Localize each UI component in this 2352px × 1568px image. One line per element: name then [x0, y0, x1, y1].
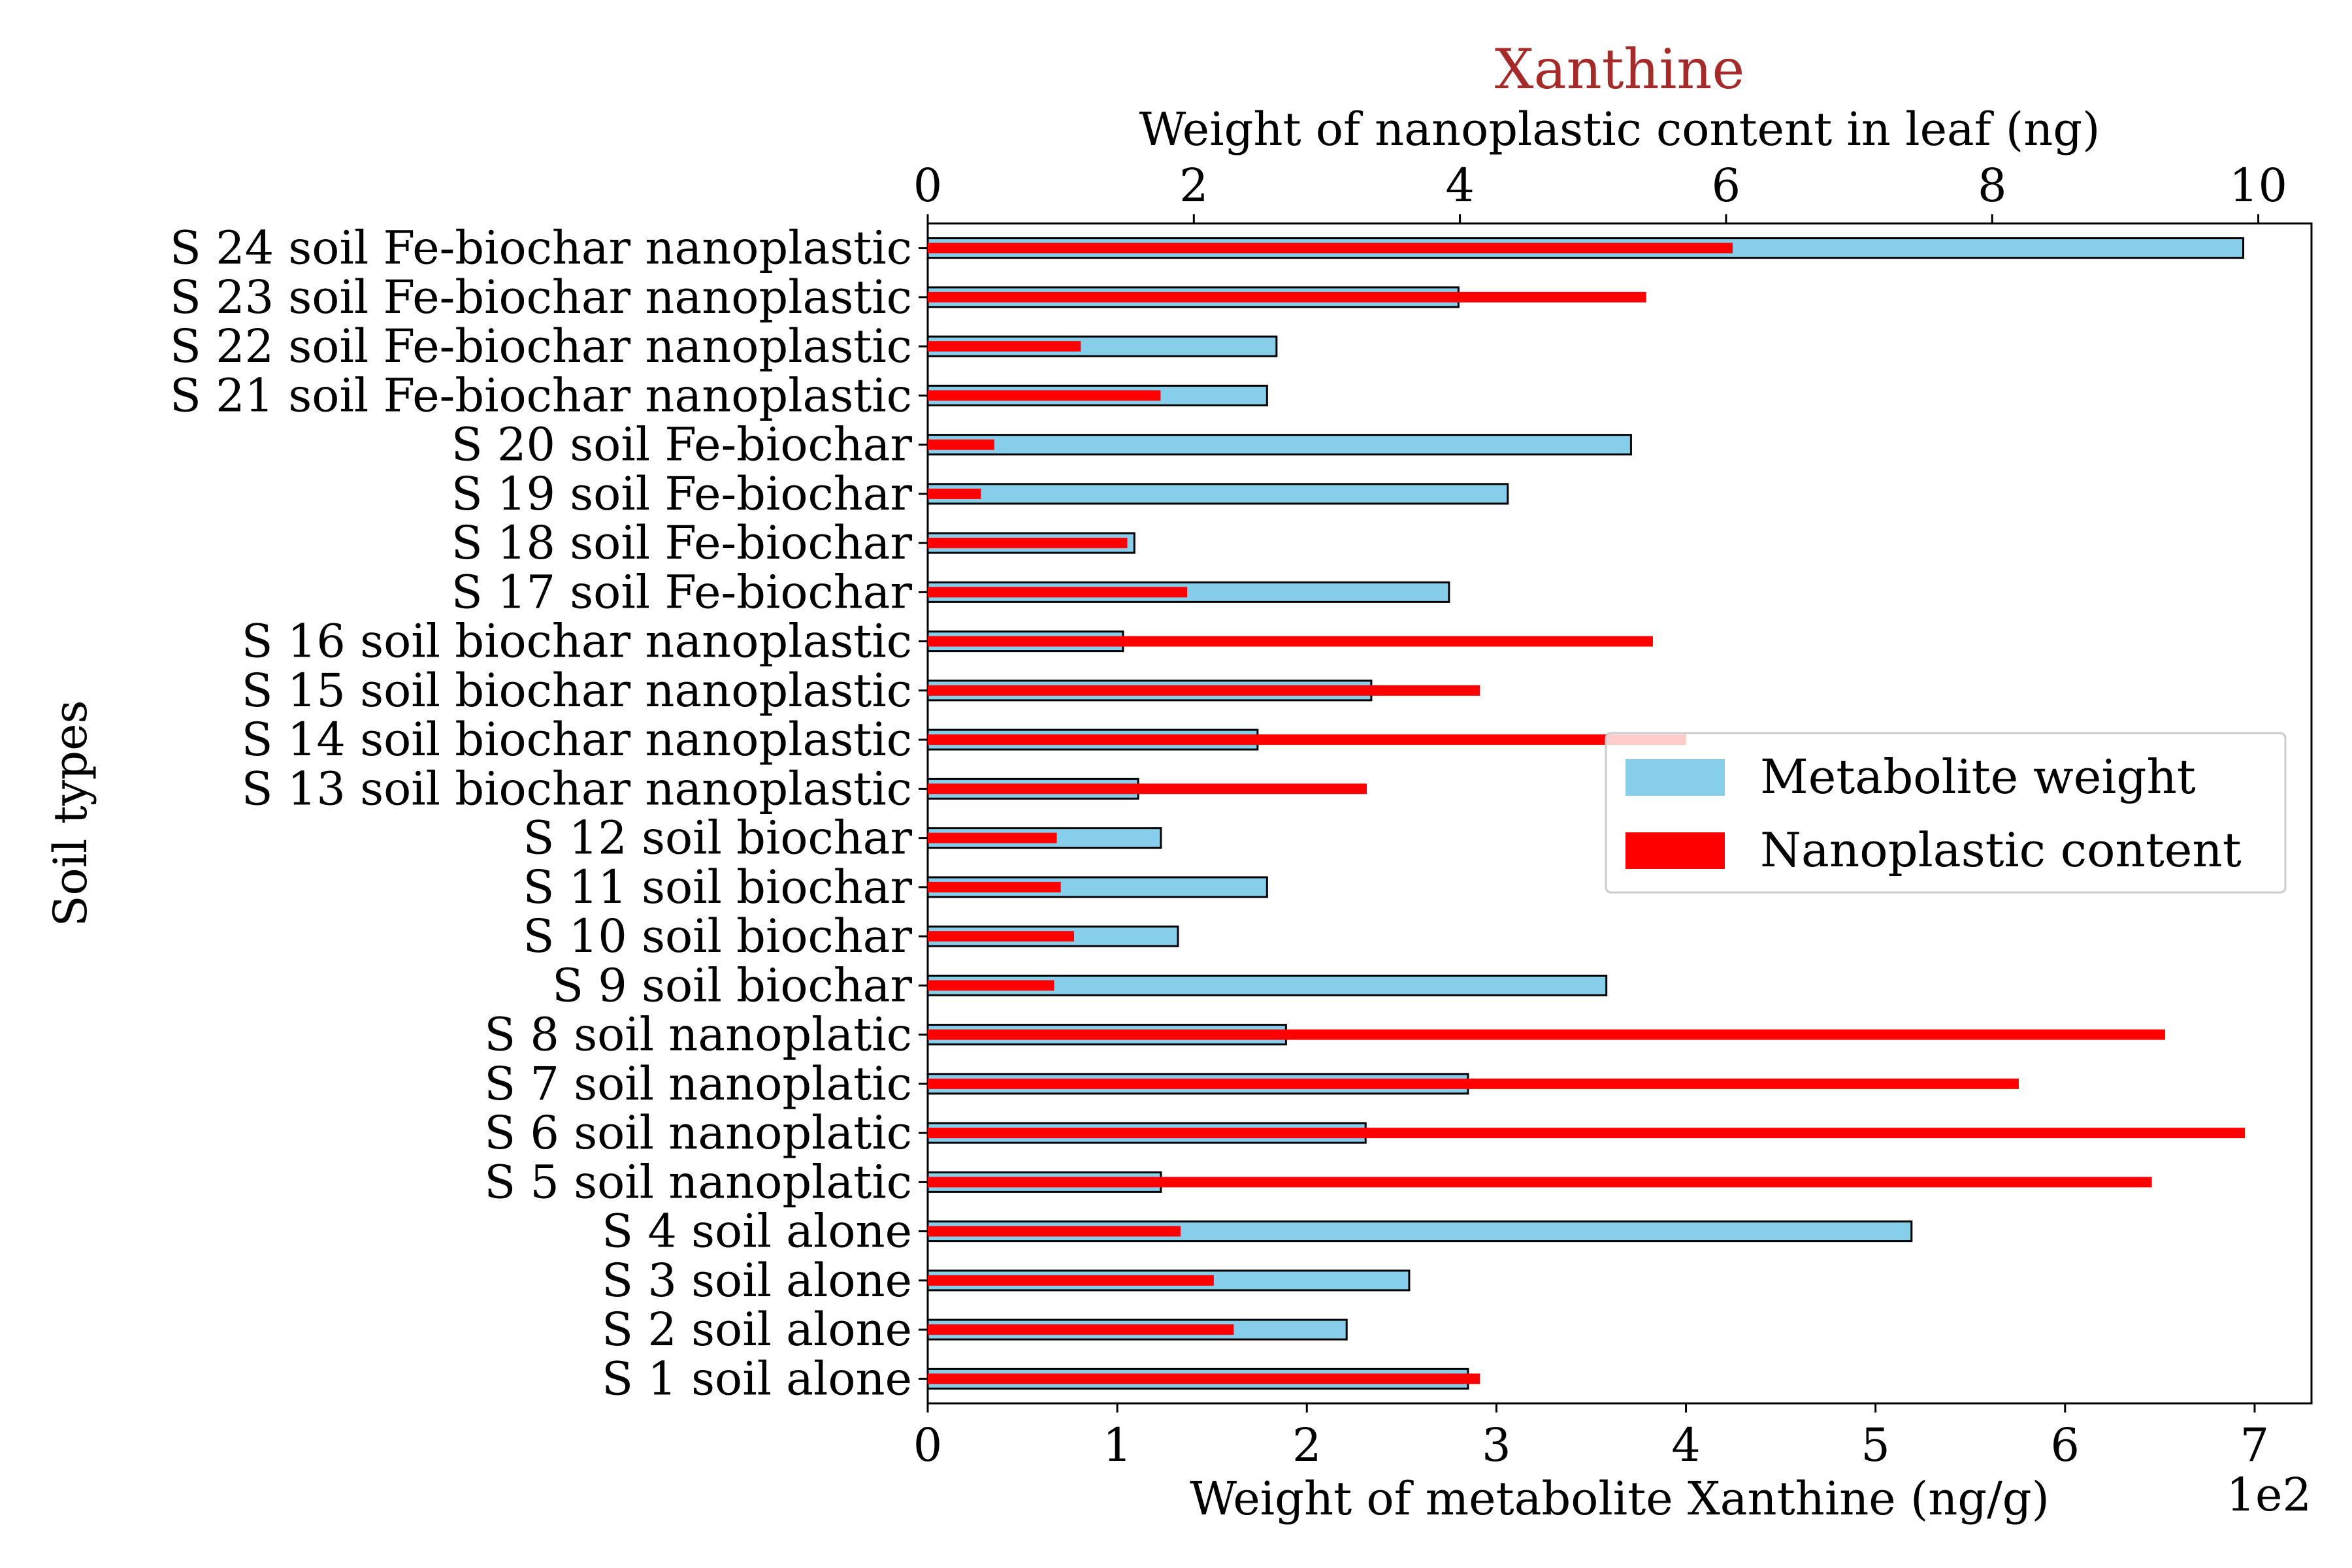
bottom-axis-multiplier: 1e2	[2227, 1468, 2312, 1522]
bottom-x-tick-label: 6	[2051, 1418, 2080, 1472]
y-tick-label: S 19 soil Fe-biochar	[451, 467, 913, 521]
y-tick-label: S 23 soil Fe-biochar nanoplastic	[170, 270, 912, 324]
nanoplastic-bar	[928, 1226, 1181, 1237]
y-tick-label: S 16 soil biochar nanoplastic	[242, 615, 912, 668]
top-x-tick-label: 10	[2229, 159, 2287, 212]
y-tick-label: S 9 soil biochar	[552, 958, 912, 1012]
y-tick-label: S 20 soil Fe-biochar	[451, 418, 913, 472]
nanoplastic-bar	[928, 1373, 1480, 1384]
y-tick-label: S 13 soil biochar nanoplastic	[242, 762, 912, 815]
bottom-x-tick-label: 0	[913, 1418, 943, 1472]
nanoplastic-bar	[928, 832, 1057, 843]
metabolite-bar	[926, 384, 1268, 406]
nanoplastic-bar	[928, 931, 1075, 942]
bottom-axis-label: Weight of metabolite Xanthine (ng/g)	[1190, 1472, 2050, 1526]
nanoplastic-bar	[928, 980, 1054, 991]
chart-title: Xanthine	[1495, 37, 1745, 101]
y-tick-label: S 12 soil biochar	[523, 811, 913, 865]
y-tick-label: S 17 soil Fe-biochar	[451, 565, 913, 619]
nanoplastic-bar	[928, 390, 1161, 401]
nanoplastic-bar	[928, 783, 1367, 794]
y-tick-label: S 21 soil Fe-biochar nanoplastic	[170, 368, 912, 422]
legend-swatch-metabolite	[1625, 759, 1725, 796]
metabolite-bar	[926, 483, 1509, 505]
plot-area	[926, 222, 2313, 1405]
bottom-x-tick-label: 2	[1292, 1418, 1322, 1472]
bottom-x-tick-label: 4	[1671, 1418, 1701, 1472]
nanoplastic-bar	[928, 341, 1081, 352]
nanoplastic-bar	[928, 1078, 2019, 1089]
top-x-tick-label: 2	[1179, 159, 1209, 212]
top-x-tick-label: 4	[1445, 159, 1475, 212]
y-tick-label: S 18 soil Fe-biochar	[451, 516, 913, 570]
nanoplastic-bar	[928, 1324, 1234, 1335]
y-axis-label: Soil types	[44, 700, 97, 927]
y-tick-label: S 11 soil biochar	[523, 860, 913, 914]
y-tick-label: S 6 soil nanoplatic	[484, 1106, 912, 1160]
bottom-x-axis: 0 1 2 3 4 5 6 7	[913, 1403, 2270, 1472]
nanoplastic-bar	[928, 291, 1646, 302]
y-tick-label: S 10 soil biochar	[523, 909, 913, 963]
y-tick-label: S 1 soil alone	[602, 1352, 912, 1405]
bottom-x-tick-label: 3	[1482, 1418, 1511, 1472]
nanoplastic-bar	[928, 1128, 2246, 1139]
metabolite-bar	[926, 434, 1632, 456]
top-x-tick-label: 6	[1712, 159, 1741, 212]
y-tick-label: S 8 soil nanoplatic	[484, 1008, 912, 1062]
legend-label-nanoplastic: Nanoplastic content	[1760, 823, 2242, 877]
legend-label-metabolite: Metabolite weight	[1760, 749, 2196, 804]
nanoplastic-bar	[928, 538, 1128, 549]
y-tick-label: S 15 soil biochar nanoplastic	[242, 664, 912, 717]
legend-box	[1605, 732, 2287, 894]
bottom-x-tick-label: 7	[2240, 1418, 2270, 1472]
nanoplastic-bar	[928, 242, 1733, 253]
y-tick-label: S 2 soil alone	[602, 1303, 912, 1356]
top-x-tick-label: 8	[1978, 159, 2007, 212]
plot-frame	[926, 222, 2313, 1405]
nanoplastic-bar	[928, 1029, 2165, 1040]
legend-swatch-nanoplastic	[1625, 832, 1725, 869]
nanoplastic-bar	[928, 881, 1061, 892]
nanoplastic-bars	[928, 242, 2246, 1384]
y-tick-label: S 22 soil Fe-biochar nanoplastic	[170, 319, 912, 373]
bottom-x-tick-label: 1	[1103, 1418, 1132, 1472]
top-x-axis: 0 2 4 6 8 10	[913, 159, 2287, 223]
nanoplastic-bar	[928, 685, 1480, 696]
nanoplastic-bar	[928, 1177, 2152, 1188]
nanoplastic-bar	[928, 1275, 1214, 1286]
nanoplastic-bar	[928, 488, 981, 499]
nanoplastic-bar	[928, 587, 1188, 598]
legend: Metabolite weight Nanoplastic content	[1605, 732, 2287, 894]
nanoplastic-bar	[928, 636, 1653, 647]
top-x-tick-label: 0	[913, 159, 943, 212]
y-tick-label: S 14 soil biochar nanoplastic	[242, 713, 912, 766]
nanoplastic-bar	[928, 439, 994, 450]
bottom-x-tick-label: 5	[1861, 1418, 1890, 1472]
y-tick-label: S 24 soil Fe-biochar nanoplastic	[170, 221, 912, 275]
y-tick-label: S 7 soil nanoplatic	[484, 1057, 912, 1111]
top-axis-label: Weight of nanoplastic content in leaf (n…	[1139, 103, 2100, 156]
y-tick-label: S 5 soil nanoplatic	[484, 1155, 912, 1209]
nanoplastic-bar	[928, 734, 1686, 745]
y-tick-label: S 3 soil alone	[602, 1254, 912, 1307]
y-tick-label: S 4 soil alone	[602, 1205, 912, 1258]
